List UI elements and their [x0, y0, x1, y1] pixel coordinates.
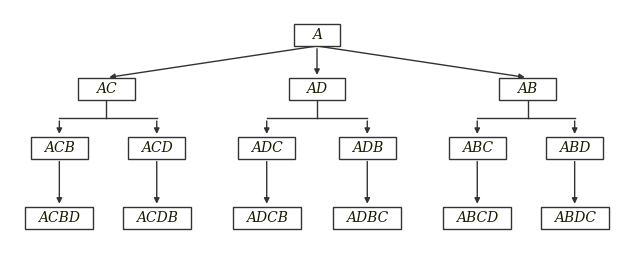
Text: ACB: ACB [44, 141, 75, 155]
Text: AD: AD [306, 82, 328, 96]
Text: A: A [312, 28, 322, 42]
FancyBboxPatch shape [443, 207, 511, 229]
Text: ADC: ADC [251, 141, 283, 155]
FancyBboxPatch shape [499, 78, 556, 100]
FancyBboxPatch shape [238, 137, 295, 159]
Text: AC: AC [96, 82, 117, 96]
FancyBboxPatch shape [547, 137, 603, 159]
Text: ABD: ABD [559, 141, 590, 155]
Text: AB: AB [517, 82, 538, 96]
FancyBboxPatch shape [25, 207, 93, 229]
Text: ACD: ACD [141, 141, 172, 155]
Text: ABCD: ABCD [456, 210, 498, 224]
FancyBboxPatch shape [294, 24, 340, 46]
Text: ABC: ABC [462, 141, 493, 155]
Text: ADB: ADB [352, 141, 383, 155]
FancyBboxPatch shape [123, 207, 191, 229]
Text: ACBD: ACBD [38, 210, 81, 224]
Text: ACDB: ACDB [136, 210, 178, 224]
FancyBboxPatch shape [333, 207, 401, 229]
FancyBboxPatch shape [233, 207, 301, 229]
FancyBboxPatch shape [449, 137, 505, 159]
FancyBboxPatch shape [78, 78, 135, 100]
Text: ABDC: ABDC [553, 210, 596, 224]
Text: ADBC: ADBC [346, 210, 389, 224]
FancyBboxPatch shape [129, 137, 185, 159]
FancyBboxPatch shape [31, 137, 87, 159]
FancyBboxPatch shape [288, 78, 346, 100]
FancyBboxPatch shape [541, 207, 609, 229]
FancyBboxPatch shape [339, 137, 396, 159]
Text: ADCB: ADCB [246, 210, 288, 224]
